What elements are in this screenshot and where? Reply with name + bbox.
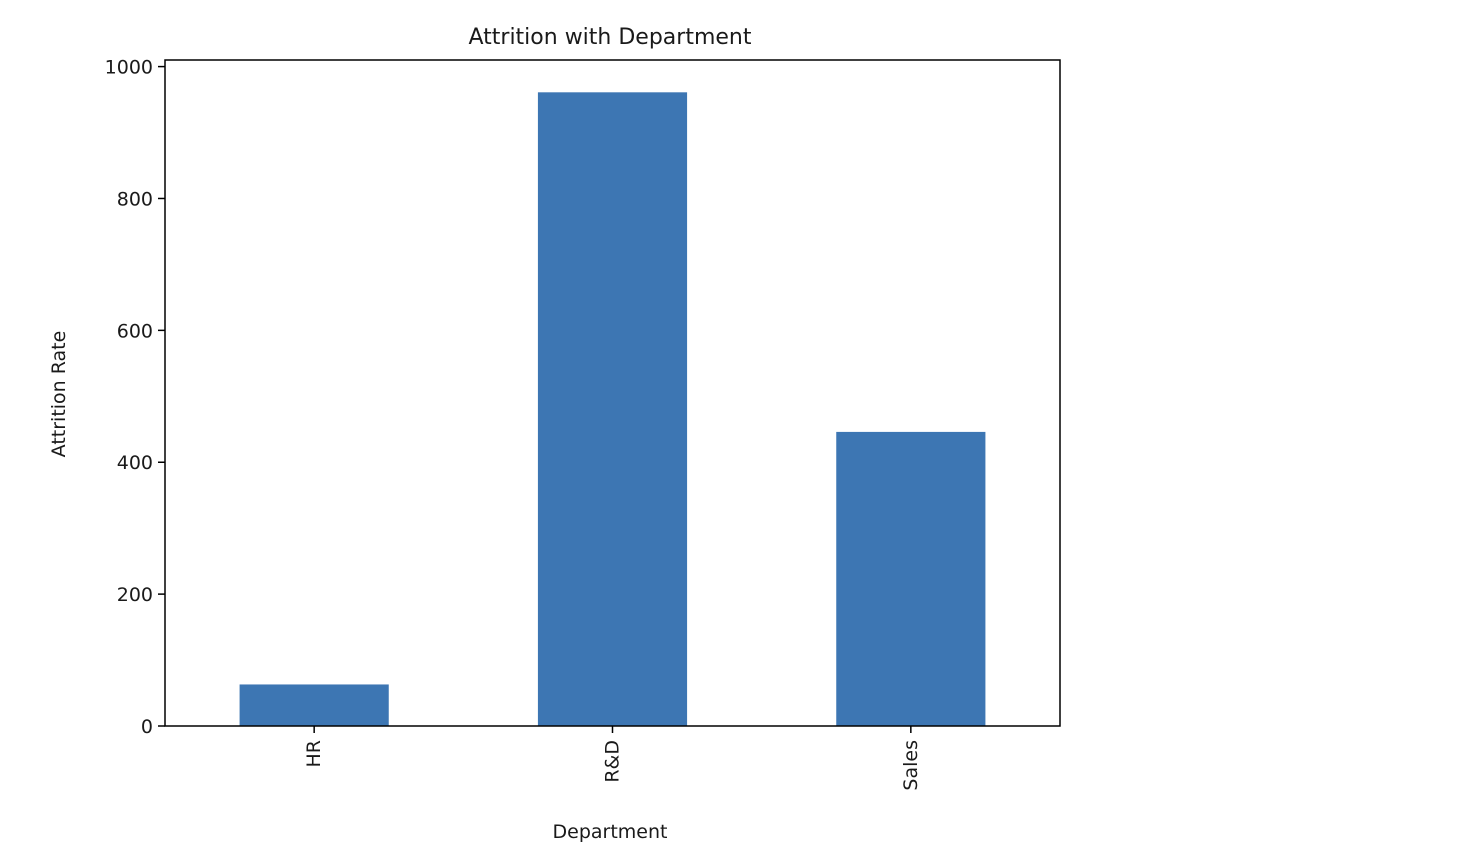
axes-layer: 0 200 400 600 800 1000 HR R&D Sales bbox=[105, 57, 1061, 791]
y-tick-label: 200 bbox=[117, 584, 153, 606]
bar-hr bbox=[239, 684, 389, 726]
x-axis-label: Department bbox=[553, 821, 668, 843]
x-tick-label: Sales bbox=[900, 740, 922, 791]
x-tick-label: R&D bbox=[602, 740, 624, 783]
bars-layer bbox=[239, 92, 986, 726]
y-tick-label: 1000 bbox=[105, 57, 153, 79]
y-tick-label: 600 bbox=[117, 320, 153, 342]
bar-sales bbox=[836, 431, 986, 726]
y-axis-label: Attrition Rate bbox=[48, 331, 70, 458]
bar-r-d bbox=[537, 92, 688, 726]
x-tick-label: HR bbox=[303, 740, 325, 768]
y-tick-label: 800 bbox=[117, 188, 153, 210]
y-tick-label: 0 bbox=[141, 716, 153, 738]
y-tick-label: 400 bbox=[117, 452, 153, 474]
chart-title: Attrition with Department bbox=[468, 25, 751, 50]
